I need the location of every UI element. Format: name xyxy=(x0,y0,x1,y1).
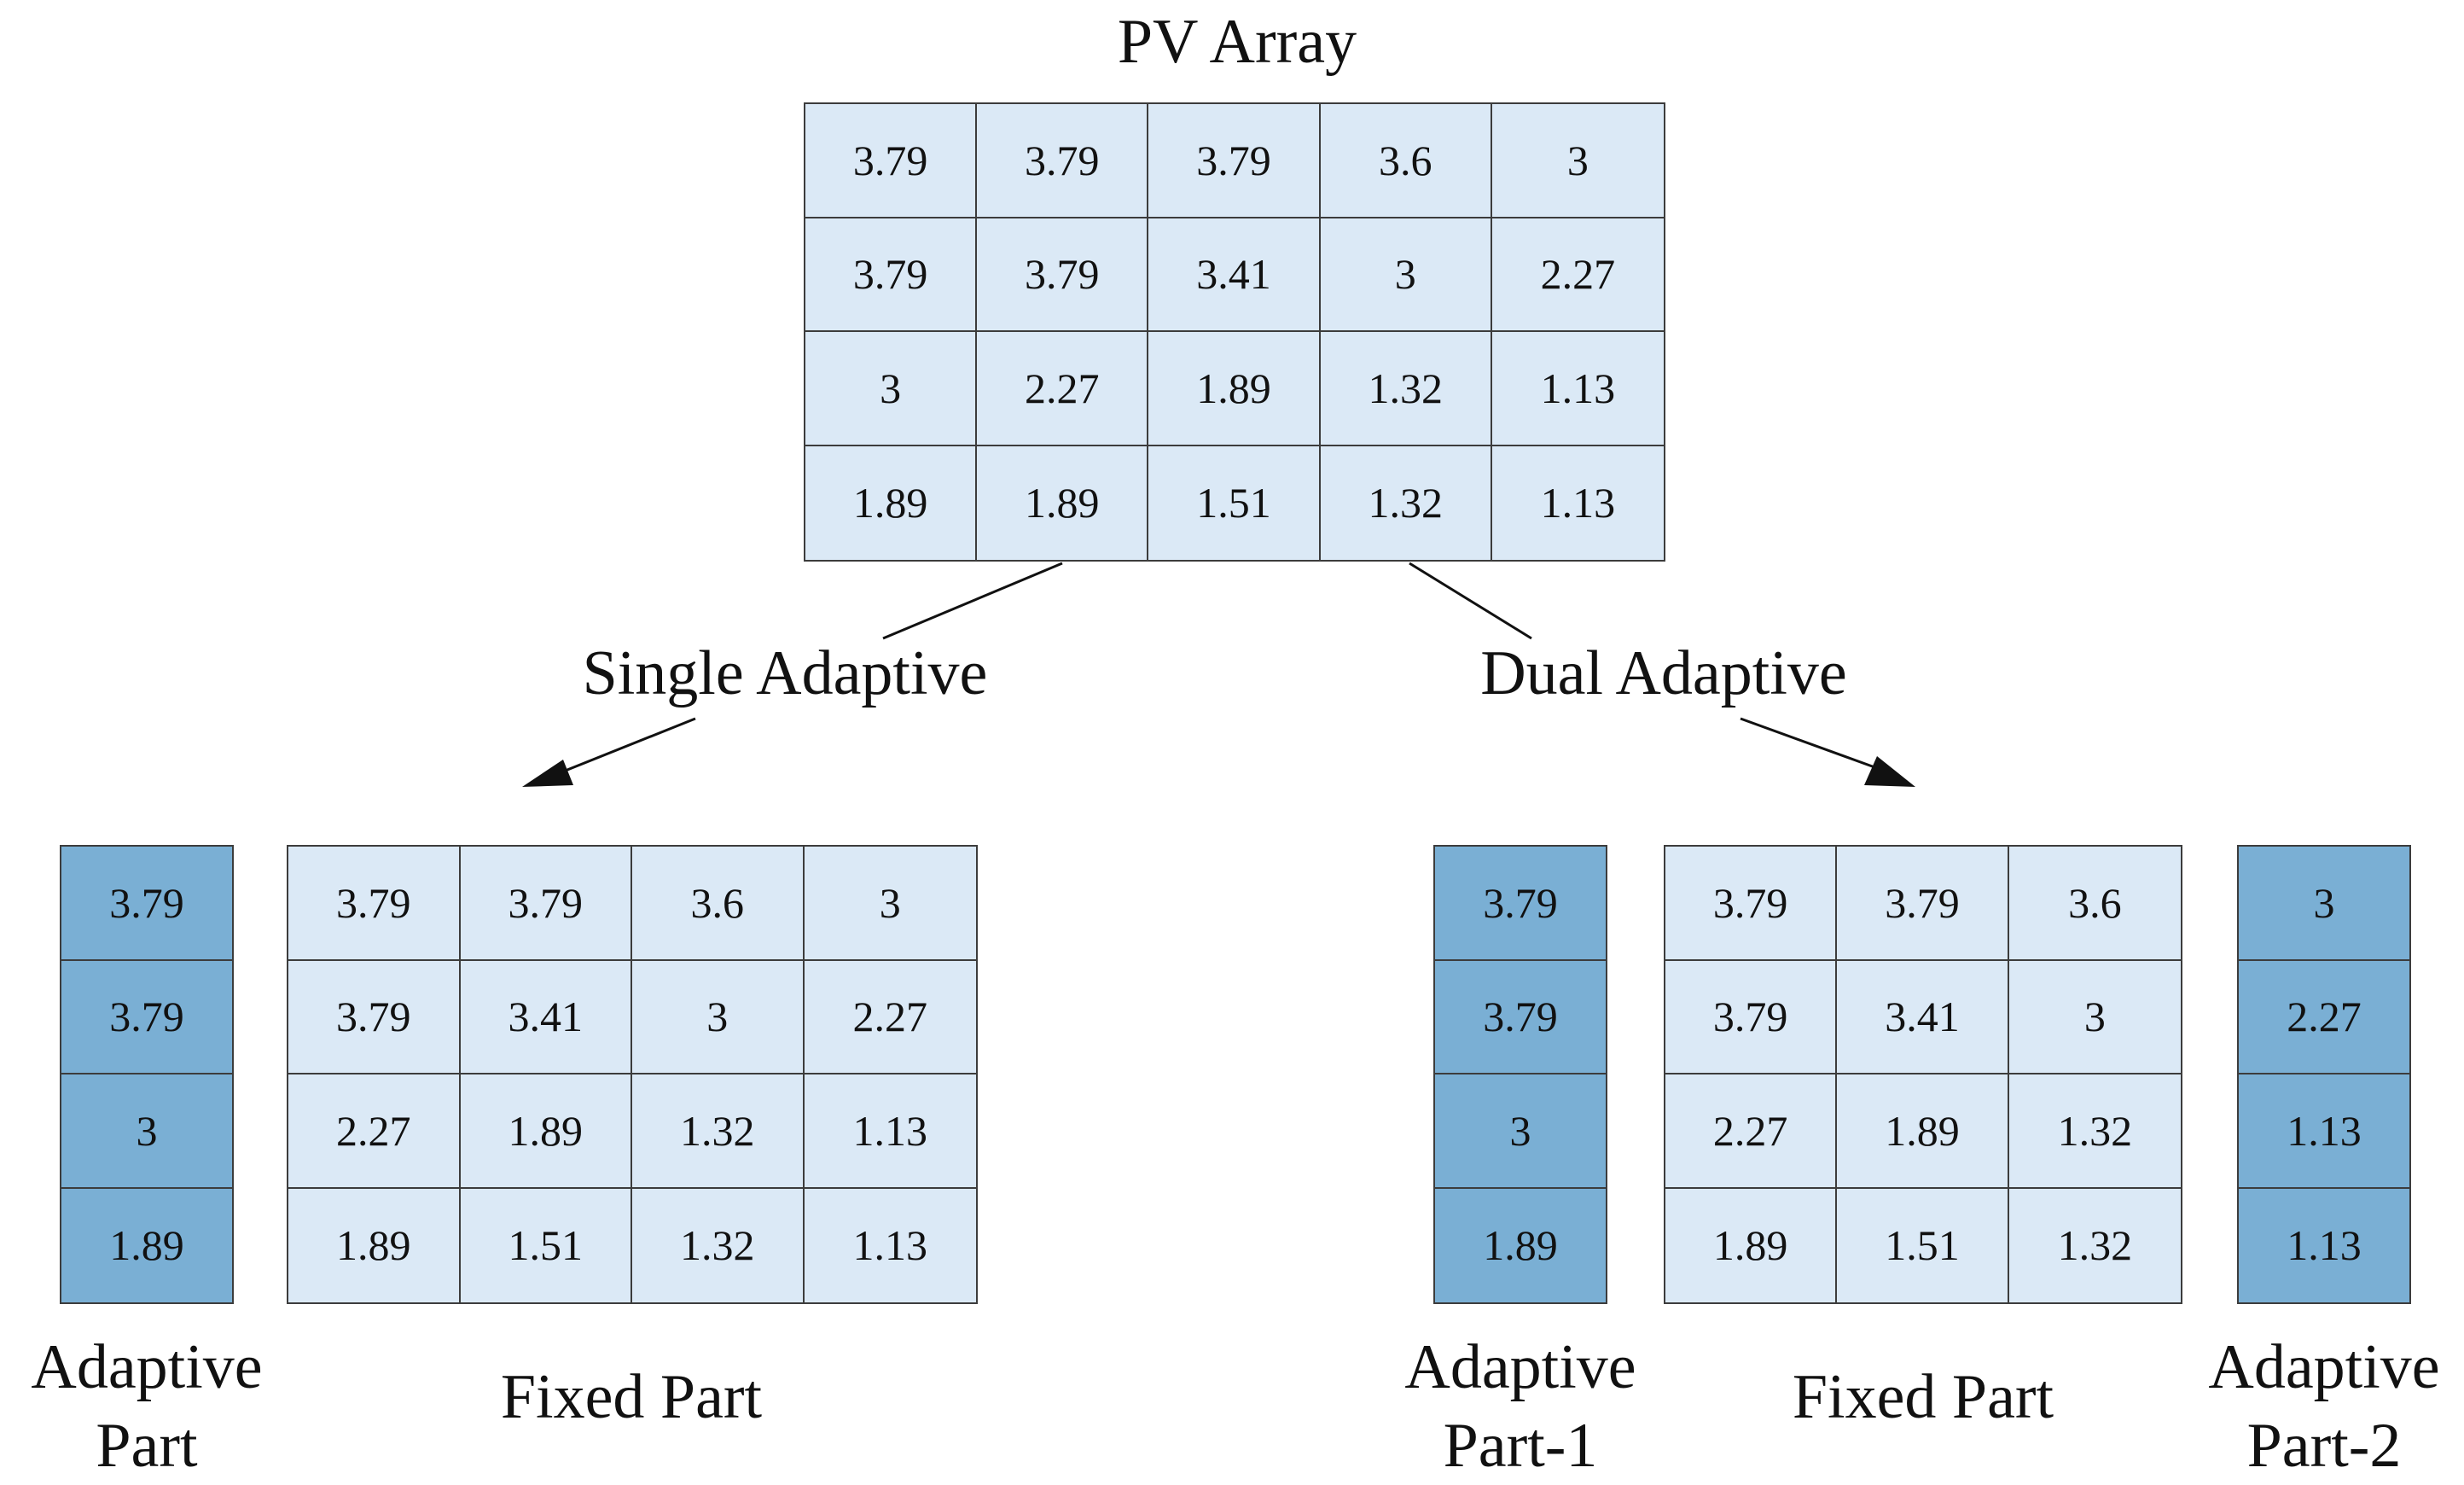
dual-branch-line-lower xyxy=(1740,717,1878,770)
caption-line-1: Adaptive xyxy=(31,1332,263,1402)
grid-cell: 1.89 xyxy=(1148,332,1321,446)
grid-cell: 1.32 xyxy=(632,1188,805,1302)
grid-cell: 1.13 xyxy=(2239,1188,2409,1302)
grid-cell: 1.13 xyxy=(1491,446,1664,560)
grid-cell: 1.89 xyxy=(1837,1074,2009,1189)
dual-fixed-part-grid: 3.79 3.79 3.6 3.79 3.41 3 2.27 1.89 1.32 1.89 1.51… xyxy=(1664,845,2182,1304)
grid-cell: 1.51 xyxy=(1837,1188,2009,1302)
grid-cell: 3.79 xyxy=(805,104,978,218)
dual-adaptive-part-1-grid: 3.79 3.79 3 1.89 xyxy=(1433,845,1607,1304)
grid-cell: 1.13 xyxy=(804,1188,976,1302)
grid-cell: 3.79 xyxy=(61,847,232,961)
grid-cell: 1.13 xyxy=(1491,332,1664,446)
grid-cell: 3 xyxy=(804,847,976,961)
grid-cell: 3.41 xyxy=(1148,218,1321,332)
grid-cell: 3.41 xyxy=(1837,960,2009,1074)
grid-cell: 3.79 xyxy=(288,847,461,961)
caption-line-2: Part-2 xyxy=(2246,1411,2402,1481)
grid-cell: 2.27 xyxy=(1665,1074,1838,1189)
grid-cell: 3.6 xyxy=(632,847,805,961)
grid-cell: 3.79 xyxy=(1837,847,2009,961)
grid-cell: 1.32 xyxy=(2008,1188,2181,1302)
grid-cell: 3 xyxy=(2008,960,2181,1074)
grid-cell: 1.89 xyxy=(460,1074,632,1189)
grid-cell: 3.79 xyxy=(460,847,632,961)
grid-cell: 3.41 xyxy=(460,960,632,1074)
single-fixed-part-caption: Fixed Part xyxy=(500,1362,763,1432)
grid-cell: 1.32 xyxy=(2008,1074,2181,1189)
single-fixed-part-grid: 3.79 3.79 3.6 3 3.79 3.41 3 2.27 2.27 1.89 1.32 1.1… xyxy=(287,845,978,1304)
grid-cell: 1.32 xyxy=(632,1074,805,1189)
grid-cell: 3.79 xyxy=(977,218,1149,332)
grid-cell: 2.27 xyxy=(2239,960,2409,1074)
grid-cell: 3.79 xyxy=(1665,960,1838,1074)
grid-cell: 3.79 xyxy=(977,104,1149,218)
single-adaptive-label: Single Adaptive xyxy=(582,638,988,708)
grid-cell: 3.79 xyxy=(1435,847,1606,961)
grid-cell: 3 xyxy=(2239,847,2409,961)
grid-cell: 3.79 xyxy=(288,960,461,1074)
grid-cell: 1.13 xyxy=(804,1074,976,1189)
grid-cell: 3.79 xyxy=(61,960,232,1074)
dual-adaptive-part-1-caption: Adaptive Part-1 xyxy=(1375,1328,1665,1485)
grid-cell: 3.79 xyxy=(1665,847,1838,961)
grid-cell: 3.79 xyxy=(1148,104,1321,218)
grid-cell: 1.51 xyxy=(460,1188,632,1302)
grid-cell: 3.79 xyxy=(1435,960,1606,1074)
dual-branch-line-upper xyxy=(1409,562,1532,640)
grid-cell: 1.32 xyxy=(1320,332,1492,446)
grid-cell: 1.89 xyxy=(288,1188,461,1302)
grid-cell: 3 xyxy=(61,1074,232,1189)
grid-cell: 3 xyxy=(1320,218,1492,332)
grid-cell: 3 xyxy=(1435,1074,1606,1189)
caption-line-2: Part xyxy=(96,1411,198,1481)
grid-cell: 3.6 xyxy=(2008,847,2181,961)
grid-cell: 3 xyxy=(632,960,805,1074)
caption-line-1: Adaptive xyxy=(1404,1332,1636,1402)
grid-cell: 3.79 xyxy=(805,218,978,332)
grid-cell: 2.27 xyxy=(804,960,976,1074)
caption-line-1: Adaptive xyxy=(2208,1332,2440,1402)
grid-cell: 2.27 xyxy=(1491,218,1664,332)
dual-adaptive-part-2-grid: 3 2.27 1.13 1.13 xyxy=(2237,845,2411,1304)
grid-cell: 1.13 xyxy=(2239,1074,2409,1189)
single-branch-arrowhead xyxy=(522,760,573,787)
dual-adaptive-label: Dual Adaptive xyxy=(1480,638,1847,708)
grid-cell: 1.89 xyxy=(1665,1188,1838,1302)
dual-fixed-part-caption: Fixed Part xyxy=(1792,1362,2054,1432)
grid-cell: 1.89 xyxy=(1435,1188,1606,1302)
pv-array-grid: 3.79 3.79 3.79 3.6 3 3.79 3.79 3.41 3 2.27 3 2.27 1.… xyxy=(804,102,1665,562)
grid-cell: 1.89 xyxy=(977,446,1149,560)
grid-cell: 3.6 xyxy=(1320,104,1492,218)
single-branch-line-upper xyxy=(882,562,1063,640)
grid-cell: 2.27 xyxy=(288,1074,461,1189)
single-branch-line-lower xyxy=(554,717,696,777)
caption-line-2: Part-1 xyxy=(1443,1411,1598,1481)
grid-cell: 1.89 xyxy=(61,1188,232,1302)
grid-cell: 3 xyxy=(805,332,978,446)
single-adaptive-part-caption: Adaptive Part xyxy=(0,1328,293,1485)
single-adaptive-part-grid: 3.79 3.79 3 1.89 xyxy=(60,845,234,1304)
grid-cell: 3 xyxy=(1491,104,1664,218)
diagram-title: PV Array xyxy=(1117,7,1357,77)
grid-cell: 1.51 xyxy=(1148,446,1321,560)
grid-cell: 2.27 xyxy=(977,332,1149,446)
dual-branch-arrowhead xyxy=(1864,756,1915,787)
grid-cell: 1.89 xyxy=(805,446,978,560)
dual-adaptive-part-2-caption: Adaptive Part-2 xyxy=(2184,1328,2464,1485)
grid-cell: 1.32 xyxy=(1320,446,1492,560)
